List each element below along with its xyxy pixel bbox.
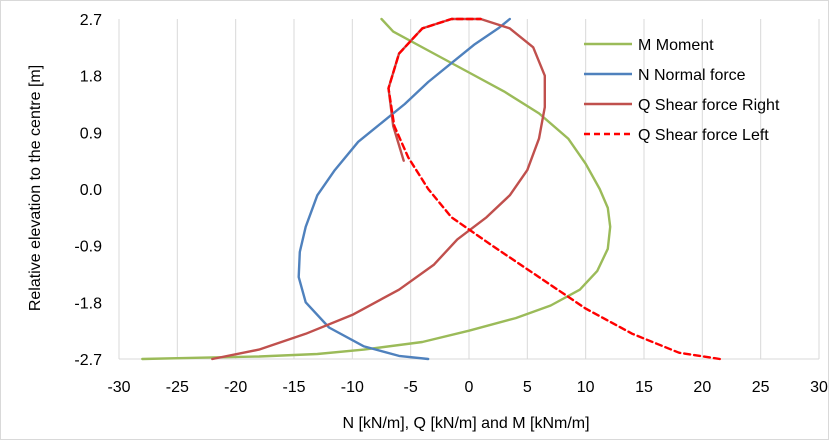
x-axis-title: N [kN/m], Q [kN/m] and M [kNm/m]	[342, 415, 589, 432]
series-n-normal-force	[297, 17, 511, 361]
legend-label: M Moment	[638, 37, 714, 54]
legend: M Moment N Normal force Q Shear force Righ…	[584, 37, 780, 144]
legend-item-q-shear-force-left: Q Shear force Left	[584, 127, 769, 144]
x-tick-labels: -30 -25 -20 -15 -10 -5 0 5 10 15 20 25 30	[107, 379, 828, 396]
series-m-moment	[141, 17, 612, 361]
x-tick-label: 30	[810, 379, 828, 396]
y-tick-label: 0.9	[80, 125, 102, 142]
legend-label: Q Shear force Left	[638, 127, 769, 144]
series-q-shear-force-left	[387, 17, 721, 361]
y-tick-label: 2.7	[80, 12, 102, 29]
x-tick-label: 20	[693, 379, 711, 396]
x-tick-label: 0	[465, 379, 474, 396]
x-tick-label: -10	[341, 379, 364, 396]
y-tick-label: 0.0	[80, 182, 102, 199]
legend-item-n-normal-force: N Normal force	[584, 67, 746, 84]
x-tick-label: -25	[166, 379, 189, 396]
y-tick-label: -1.8	[74, 295, 102, 312]
x-tick-label: 5	[523, 379, 532, 396]
y-tick-labels: 2.7 1.8 0.9 0.0 -0.9 -1.8 -2.7	[74, 12, 102, 369]
x-tick-label: 10	[577, 379, 595, 396]
legend-label: Q Shear force Right	[638, 97, 780, 114]
y-tick-label: -2.7	[74, 352, 102, 369]
x-tick-label: -30	[107, 379, 130, 396]
y-tick-label: 1.8	[80, 69, 102, 86]
legend-item-m-moment: M Moment	[584, 37, 714, 54]
y-tick-label: -0.9	[74, 239, 102, 256]
grid-lines	[118, 19, 820, 360]
x-tick-label: -15	[282, 379, 305, 396]
x-tick-label: 15	[635, 379, 653, 396]
legend-item-q-shear-force-right: Q Shear force Right	[584, 97, 780, 114]
x-tick-label: -20	[224, 379, 247, 396]
legend-label: N Normal force	[638, 67, 746, 84]
series-lines	[141, 17, 721, 361]
x-tick-label: -5	[404, 379, 418, 396]
x-tick-label: 25	[752, 379, 770, 396]
y-axis-title: Relative elevation to the centre [m]	[27, 65, 44, 311]
